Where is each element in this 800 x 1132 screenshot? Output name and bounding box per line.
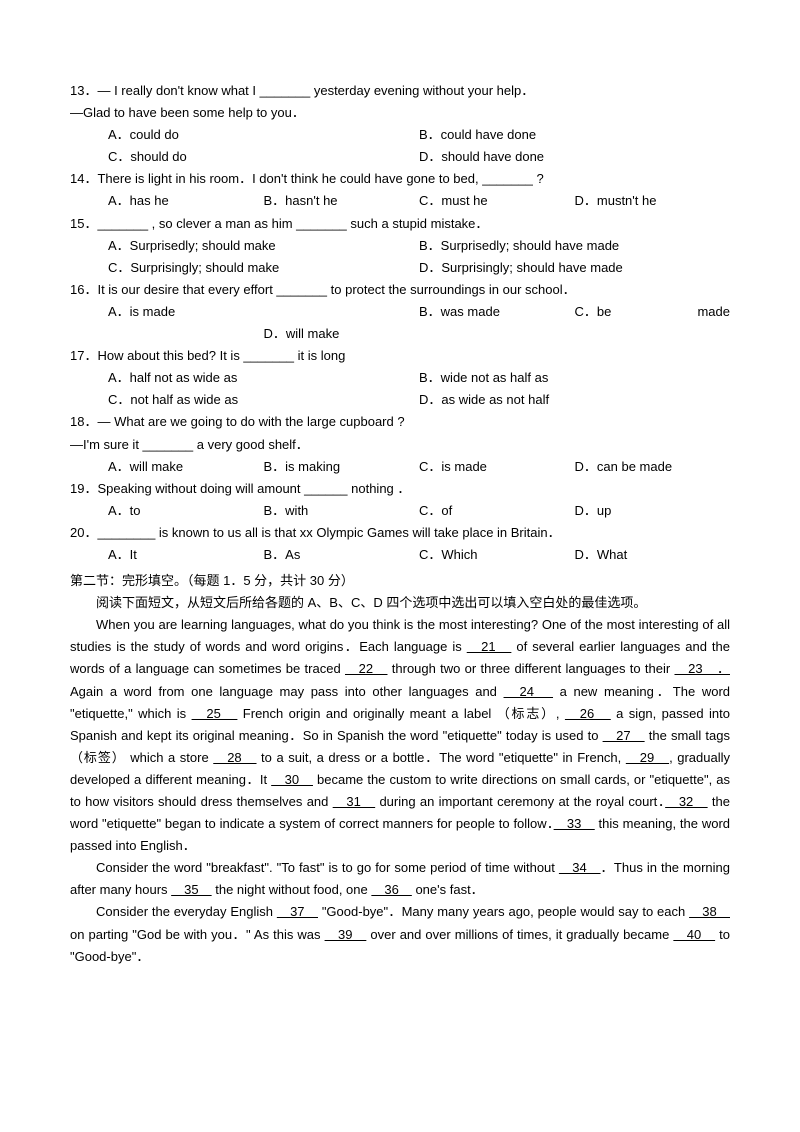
q17-opt-a: A．half not as wide as bbox=[108, 367, 419, 389]
q19-options: A．to B．with C．of D．up bbox=[70, 500, 730, 522]
blank-32: 32 bbox=[665, 794, 707, 809]
blank-31: 31 bbox=[333, 794, 375, 809]
p2a: Consider the word "breakfast". "To fast"… bbox=[96, 860, 559, 875]
p3c: on parting "God be with you．" As this wa… bbox=[70, 927, 325, 942]
passage-p1: When you are learning languages, what do… bbox=[70, 614, 730, 857]
blank-26: 26 bbox=[565, 706, 611, 721]
p1l: during an important ceremony at the roya… bbox=[375, 794, 665, 809]
section2-title: 第二节：完形填空。（每题 1．5 分，共计 30 分） bbox=[70, 570, 730, 592]
q20-opt-d: D．What bbox=[575, 544, 731, 566]
q13-opt-c: C．should do bbox=[108, 146, 419, 168]
q17-line1: 17．How about this bed? It is _______ it … bbox=[70, 345, 730, 367]
blank-22: 22 bbox=[345, 661, 388, 676]
q18-line1: 18．— What are we going to do with the la… bbox=[70, 411, 730, 433]
blank-38: 38 bbox=[689, 904, 730, 919]
blank-24: 24 bbox=[504, 684, 553, 699]
q17-opt-b: B．wide not as half as bbox=[419, 367, 730, 389]
q15-line1: 15．_______ , so clever a man as him ____… bbox=[70, 213, 730, 235]
p1f: French origin and originally meant a lab… bbox=[237, 706, 565, 721]
p1c: through two or three different languages… bbox=[387, 661, 674, 676]
q14-opt-c: C．must he bbox=[419, 190, 575, 212]
q17-options: A．half not as wide asB．wide not as half … bbox=[70, 367, 730, 411]
q16-opt-b: B．was made bbox=[419, 301, 575, 323]
p2c: the night without food, one bbox=[212, 882, 372, 897]
p3a: Consider the everyday English bbox=[96, 904, 277, 919]
q14-opt-b: B．hasn't he bbox=[264, 190, 420, 212]
blank-36: 36 bbox=[371, 882, 411, 897]
q16-line1: 16．It is our desire that every effort __… bbox=[70, 279, 730, 301]
blank-28: 28 bbox=[213, 750, 256, 765]
q18-opt-d: D．can be made bbox=[575, 456, 731, 478]
q15-opt-c: C．Surprisingly; should make bbox=[108, 257, 419, 279]
q18-opt-c: C．is made bbox=[419, 456, 575, 478]
p1d: Again a word from one language may pass … bbox=[70, 684, 504, 699]
q19-opt-c: C．of bbox=[419, 500, 575, 522]
blank-39: 39 bbox=[325, 927, 367, 942]
q14-opt-d: D．mustn't he bbox=[575, 190, 731, 212]
q13-opt-b: B．could have done bbox=[419, 124, 730, 146]
q20-opt-c: C．Which bbox=[419, 544, 575, 566]
q15-opt-b: B．Surprisedly; should have made bbox=[419, 235, 730, 257]
q16-opt-c2: made bbox=[668, 301, 730, 323]
q20-opt-b: B．As bbox=[264, 544, 420, 566]
passage-p2: Consider the word "breakfast". "To fast"… bbox=[70, 857, 730, 901]
blank-35: 35 bbox=[171, 882, 211, 897]
q13-line1: 13．— I really don't know what I _______ … bbox=[70, 80, 730, 102]
section2-instr: 阅读下面短文，从短文后所给各题的 A、B、C、D 四个选项中选出可以填入空白处的… bbox=[70, 592, 730, 614]
q14-options: A．has he B．hasn't he C．must he D．mustn't… bbox=[70, 190, 730, 212]
q16-opt-a: A．is made bbox=[108, 301, 419, 323]
q20-options: A．It B．As C．Which D．What bbox=[70, 544, 730, 566]
q19-opt-b: B．with bbox=[264, 500, 420, 522]
q17-opt-c: C．not half as wide as bbox=[108, 389, 419, 411]
blank-37: 37 bbox=[277, 904, 318, 919]
q16-opt-d: D．will make bbox=[264, 326, 340, 341]
blank-30: 30 bbox=[271, 772, 313, 787]
q17-opt-d: D．as wide as not half bbox=[419, 389, 730, 411]
q18-options: A．will make B．is making C．is made D．can … bbox=[70, 456, 730, 478]
blank-34: 34 bbox=[559, 860, 601, 875]
q13-opt-d: D．should have done bbox=[419, 146, 730, 168]
q13-line2: —Glad to have been some help to you． bbox=[70, 102, 730, 124]
blank-25: 25 bbox=[192, 706, 238, 721]
q15-options: A．Surprisedly; should makeB．Surprisedly;… bbox=[70, 235, 730, 279]
p1i: to a suit, a dress or a bottle．The word … bbox=[257, 750, 626, 765]
blank-29: 29 bbox=[626, 750, 669, 765]
passage: When you are learning languages, what do… bbox=[70, 614, 730, 968]
q19-opt-a: A．to bbox=[108, 500, 264, 522]
q15-opt-d: D．Surprisingly; should have made bbox=[419, 257, 730, 279]
blank-27: 27 bbox=[603, 728, 645, 743]
q19-line1: 19．Speaking without doing will amount __… bbox=[70, 478, 730, 500]
q16-opt-c: C．be bbox=[575, 301, 668, 323]
q18-opt-a: A．will make bbox=[108, 456, 264, 478]
blank-21: 21 bbox=[467, 639, 512, 654]
passage-p3: Consider the everyday English 37 "Good-b… bbox=[70, 901, 730, 967]
q13-opt-a: A．could do bbox=[108, 124, 419, 146]
q20-opt-a: A．It bbox=[108, 544, 264, 566]
blank-40: 40 bbox=[673, 927, 715, 942]
q13-options: A．could doB．could have done C．should doD… bbox=[70, 124, 730, 168]
q18-opt-b: B．is making bbox=[264, 456, 420, 478]
q20-line1: 20．________ is known to us all is that x… bbox=[70, 522, 730, 544]
q19-opt-d: D．up bbox=[575, 500, 731, 522]
section2-instr-text: 阅读下面短文，从短文后所给各题的 A、B、C、D 四个选项中选出可以填入空白处的… bbox=[96, 595, 646, 610]
q18-line2: —I'm sure it _______ a very good shelf． bbox=[70, 434, 730, 456]
q14-line1: 14．There is light in his room．I don't th… bbox=[70, 168, 730, 190]
p2d: one's fast． bbox=[412, 882, 484, 897]
p3b: "Good-bye"．Many many years ago, people w… bbox=[318, 904, 689, 919]
blank-23: 23 ． bbox=[674, 661, 730, 676]
q14-opt-a: A．has he bbox=[108, 190, 264, 212]
blank-33: 33 bbox=[554, 816, 595, 831]
q15-opt-a: A．Surprisedly; should make bbox=[108, 235, 419, 257]
p3d: over and over millions of times, it grad… bbox=[366, 927, 673, 942]
q16-options: A．is made B．was made C．be made D．will ma… bbox=[70, 301, 730, 345]
